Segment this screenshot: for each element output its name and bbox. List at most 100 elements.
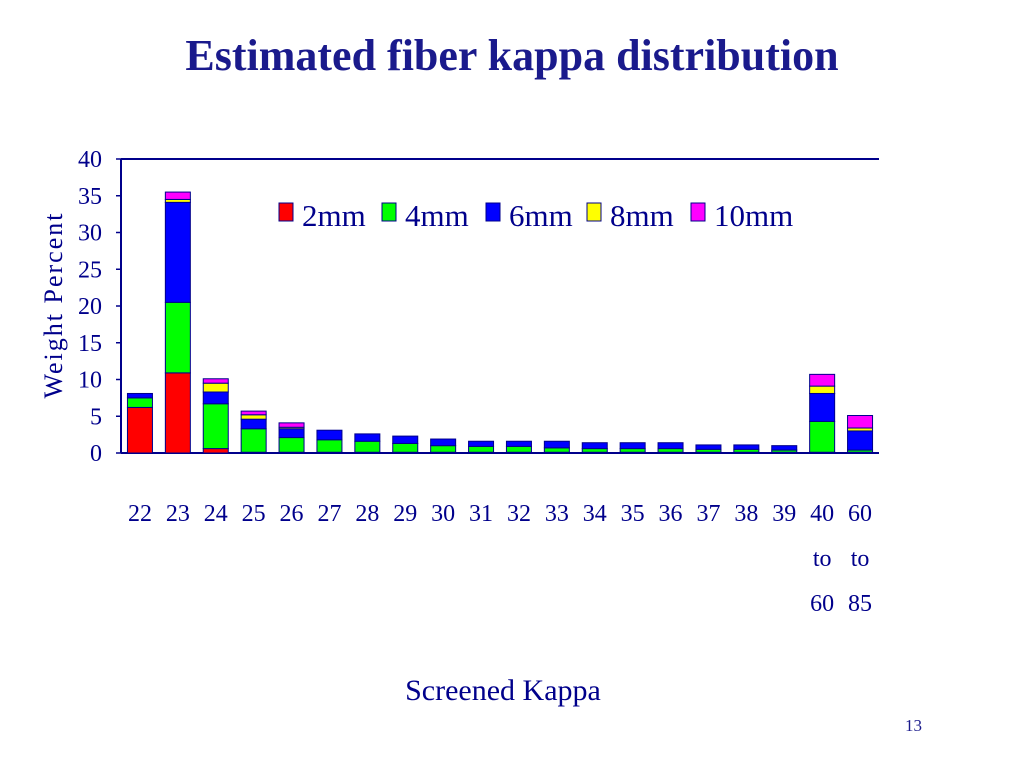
x-tick-label: 29 bbox=[393, 501, 417, 527]
bar-segment-6mm bbox=[316, 429, 343, 441]
x-tick-label: 34 bbox=[583, 501, 607, 527]
bar-segment-6mm bbox=[240, 418, 267, 430]
y-axis-label: Weight Percent bbox=[39, 212, 68, 399]
bar-segment-10mm bbox=[240, 410, 267, 416]
x-tick-label: 39 bbox=[772, 501, 796, 527]
bar-segment-10mm bbox=[809, 373, 836, 387]
bar-segment-10mm bbox=[164, 191, 191, 200]
bar-segment-8mm bbox=[809, 385, 836, 394]
y-tick-labels: 0 5 10 15 20 25 30 35 40 bbox=[78, 147, 102, 467]
x-tick-label: 30 bbox=[431, 501, 455, 527]
y-tick-label: 30 bbox=[78, 221, 102, 247]
legend-label-6mm: 6mm bbox=[509, 198, 573, 233]
bar-segment-4mm bbox=[126, 397, 153, 408]
bar-segment-6mm bbox=[619, 442, 646, 450]
bar-segment-6mm bbox=[468, 440, 495, 447]
x-tick-label: 37 bbox=[696, 501, 720, 527]
bar-segment-2mm bbox=[202, 448, 229, 454]
y-tick-label: 25 bbox=[78, 257, 102, 283]
legend-swatch-8mm bbox=[586, 202, 602, 222]
bar-segment-4mm bbox=[543, 447, 570, 453]
y-tick-label: 0 bbox=[90, 441, 102, 467]
bar-segment-4mm bbox=[581, 448, 608, 453]
x-tick-label: 31 bbox=[469, 501, 493, 527]
legend-swatch-4mm bbox=[381, 202, 397, 222]
x-tick-labels: 22 23 24 25 26 27 28 29 30 31 32 33 34 35 36 37 38 39 40 to… bbox=[128, 501, 872, 617]
bar-segment-8mm bbox=[240, 414, 267, 420]
bar-segment-4mm bbox=[657, 448, 684, 453]
bar-segment-4mm bbox=[809, 420, 836, 453]
legend-label-8mm: 8mm bbox=[610, 198, 674, 233]
legend-swatch-10mm bbox=[690, 202, 706, 222]
x-tick-label: 60 bbox=[810, 591, 834, 617]
x-tick-label: 24 bbox=[204, 501, 228, 527]
bar-segment-4mm bbox=[278, 437, 305, 453]
bar-segment-6mm bbox=[354, 433, 381, 442]
bar-segment-4mm bbox=[240, 428, 267, 453]
bar-segment-4mm bbox=[392, 442, 419, 453]
bar-segment-6mm bbox=[430, 438, 457, 447]
legend-label-2mm: 2mm bbox=[302, 198, 366, 233]
bar-segment-6mm bbox=[657, 442, 684, 450]
bar-segment-10mm bbox=[202, 378, 229, 384]
bar-segment-4mm bbox=[430, 445, 457, 453]
x-tick-label: 85 bbox=[848, 591, 872, 617]
bar-segment-6mm bbox=[809, 392, 836, 422]
x-tick-label: 23 bbox=[166, 501, 190, 527]
bar-segment-4mm bbox=[354, 440, 381, 453]
x-tick-label: 26 bbox=[280, 501, 304, 527]
bar-segment-6mm bbox=[581, 442, 608, 450]
legend-swatch-6mm bbox=[485, 202, 501, 222]
y-tick-label: 5 bbox=[90, 404, 102, 430]
y-tick-label: 35 bbox=[78, 184, 102, 210]
x-tick-label: 35 bbox=[621, 501, 645, 527]
bar-segment-10mm bbox=[847, 415, 874, 429]
slide-title: Estimated fiber kappa distribution bbox=[185, 31, 839, 80]
bar-segment-6mm bbox=[126, 392, 153, 399]
bar-segment-4mm bbox=[619, 448, 646, 453]
bar-segment-4mm bbox=[202, 403, 229, 450]
y-tick-label: 20 bbox=[78, 294, 102, 320]
bar-segment-8mm bbox=[202, 382, 229, 393]
bar-segment-6mm bbox=[278, 428, 305, 439]
bar-segment-6mm bbox=[164, 201, 191, 303]
x-tick-label: to bbox=[813, 546, 832, 572]
bar-segment-2mm bbox=[164, 372, 191, 454]
x-tick-label: 27 bbox=[317, 501, 341, 527]
x-tick-label: 38 bbox=[734, 501, 758, 527]
x-tick-label: 36 bbox=[659, 501, 683, 527]
x-tick-label: 32 bbox=[507, 501, 531, 527]
x-tick-label: 33 bbox=[545, 501, 569, 527]
bar-segment-6mm bbox=[771, 445, 798, 451]
bar-segment-4mm bbox=[164, 301, 191, 374]
bar-segment-6mm bbox=[695, 444, 722, 450]
y-tick-label: 40 bbox=[78, 147, 102, 173]
x-tick-label: to bbox=[851, 546, 870, 572]
bar-segment-6mm bbox=[505, 440, 532, 447]
bar-segment-6mm bbox=[543, 440, 570, 449]
x-axis-label: Screened Kappa bbox=[405, 674, 601, 707]
x-tick-label: 40 bbox=[810, 501, 834, 527]
x-tick-label: 60 bbox=[848, 501, 872, 527]
legend-label-10mm: 10mm bbox=[714, 198, 793, 233]
bar-segment-6mm bbox=[733, 444, 760, 450]
bar-segment-6mm bbox=[392, 435, 419, 444]
chart-bars bbox=[126, 191, 874, 454]
bar-segment-6mm bbox=[202, 391, 229, 405]
legend-label-4mm: 4mm bbox=[405, 198, 469, 233]
y-tick-label: 10 bbox=[78, 368, 102, 394]
chart-legend: 2mm 4mm 6mm 8mm 10mm bbox=[278, 198, 793, 233]
legend-swatch-2mm bbox=[278, 202, 294, 222]
bar-segment-4mm bbox=[505, 445, 532, 453]
x-tick-label: 28 bbox=[355, 501, 379, 527]
bar-segment-10mm bbox=[278, 422, 305, 428]
bar-segment-4mm bbox=[316, 439, 343, 453]
bar-segment-4mm bbox=[468, 445, 495, 453]
page-number: 13 bbox=[905, 716, 922, 735]
x-tick-label: 25 bbox=[242, 501, 266, 527]
x-tick-label: 22 bbox=[128, 501, 152, 527]
bar-segment-6mm bbox=[847, 430, 874, 451]
y-tick-label: 15 bbox=[78, 331, 102, 357]
bar-segment-2mm bbox=[126, 406, 153, 454]
